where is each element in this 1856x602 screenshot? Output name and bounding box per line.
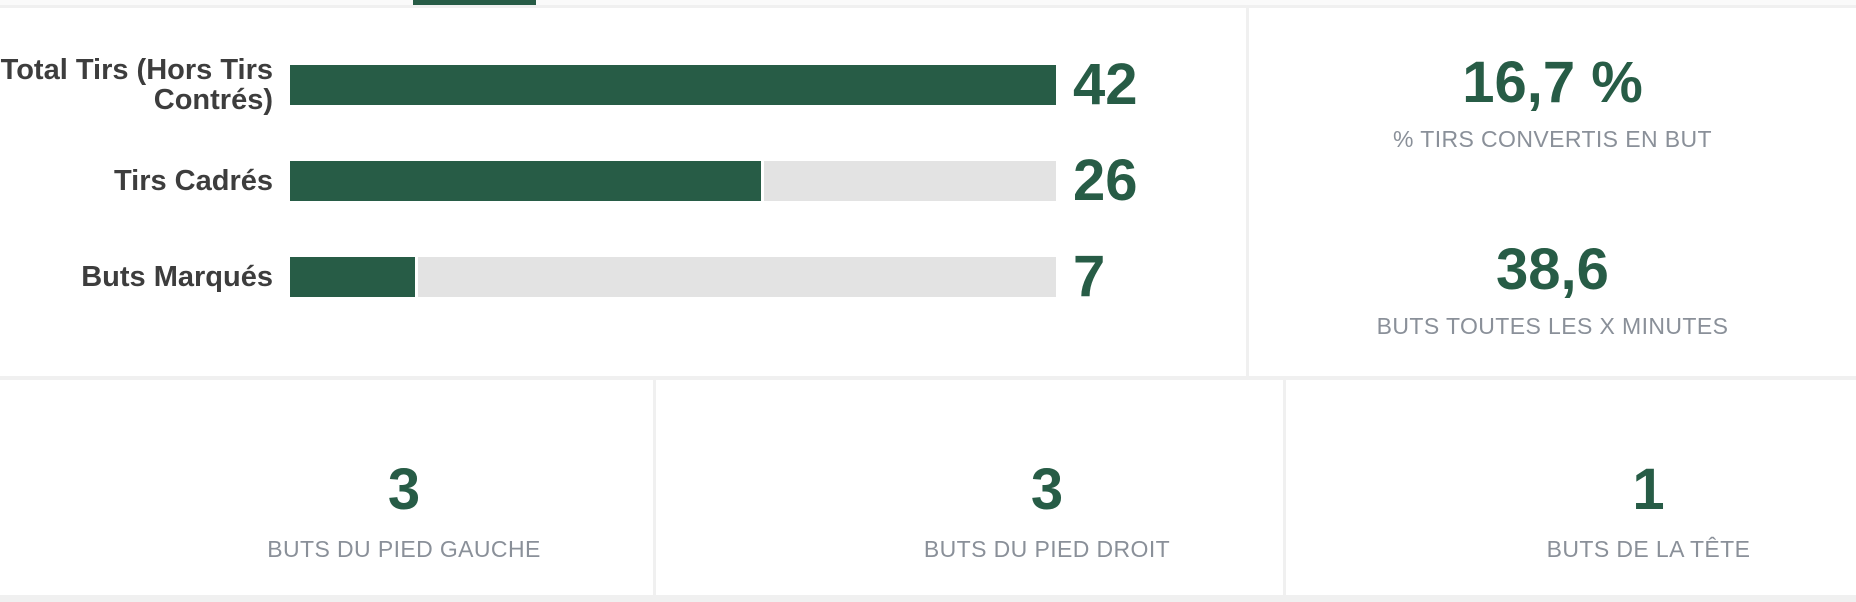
stat-goal-frequency: 38,6 BUTS TOUTES LES X MINUTES [1249, 235, 1856, 341]
stat-label: BUTS DU PIED GAUCHE [267, 536, 541, 562]
stat-label: % TIRS CONVERTIS EN BUT [1393, 126, 1712, 152]
shots-bar-chart: Total Tirs (Hors Tirs Contrés) 42 Tirs Cad… [0, 52, 1246, 309]
stat-value: 3 [387, 457, 421, 522]
bar-row: Tirs Cadrés 26 [0, 148, 1246, 213]
bar-row: Total Tirs (Hors Tirs Contrés) 42 [0, 52, 1246, 117]
shots-chart-panel: Total Tirs (Hors Tirs Contrés) 42 Tirs Cad… [0, 8, 1246, 376]
bar-value: 42 [1073, 52, 1138, 117]
stat-value: 3 [1030, 457, 1064, 522]
stat-label: BUTS DE LA TÊTE [1546, 536, 1751, 562]
bar-track [290, 257, 1056, 297]
stat-value: 38,6 [1496, 237, 1609, 302]
bar-fill [290, 257, 418, 297]
bar-category-label: Buts Marqués [81, 261, 273, 293]
bar-value: 7 [1073, 244, 1106, 309]
bar-value: 26 [1073, 148, 1138, 213]
tab-strip [0, 0, 1856, 5]
conversion-stats-panel: 16,7 % % TIRS CONVERTIS EN BUT 38,6 BUTS… [1249, 8, 1856, 376]
stat-value: 1 [1632, 457, 1665, 522]
card-goals-left-foot: 3 BUTS DU PIED GAUCHE [0, 380, 653, 595]
bar-category-label: Tirs Cadrés [113, 165, 273, 197]
stat-shot-conversion: 16,7 % % TIRS CONVERTIS EN BUT [1249, 48, 1856, 154]
stat-label: BUTS TOUTES LES X MINUTES [1376, 313, 1729, 339]
stat-value: 16,7 % [1462, 50, 1643, 115]
stat-label: BUTS DU PIED DROIT [923, 536, 1171, 562]
bar-row: Buts Marqués 7 [0, 244, 1246, 309]
bar-track [290, 161, 1056, 201]
card-goals-right-foot: 3 BUTS DU PIED DROIT [656, 380, 1283, 595]
bar-fill [290, 65, 1056, 105]
bar-fill [290, 161, 765, 201]
bar-track [290, 65, 1056, 105]
card-goals-header: 1 BUTS DE LA TÊTE [1286, 380, 1856, 595]
bar-category-label: Total Tirs (Hors Tirs Contrés) [0, 54, 273, 116]
active-tab-indicator[interactable] [413, 0, 536, 5]
